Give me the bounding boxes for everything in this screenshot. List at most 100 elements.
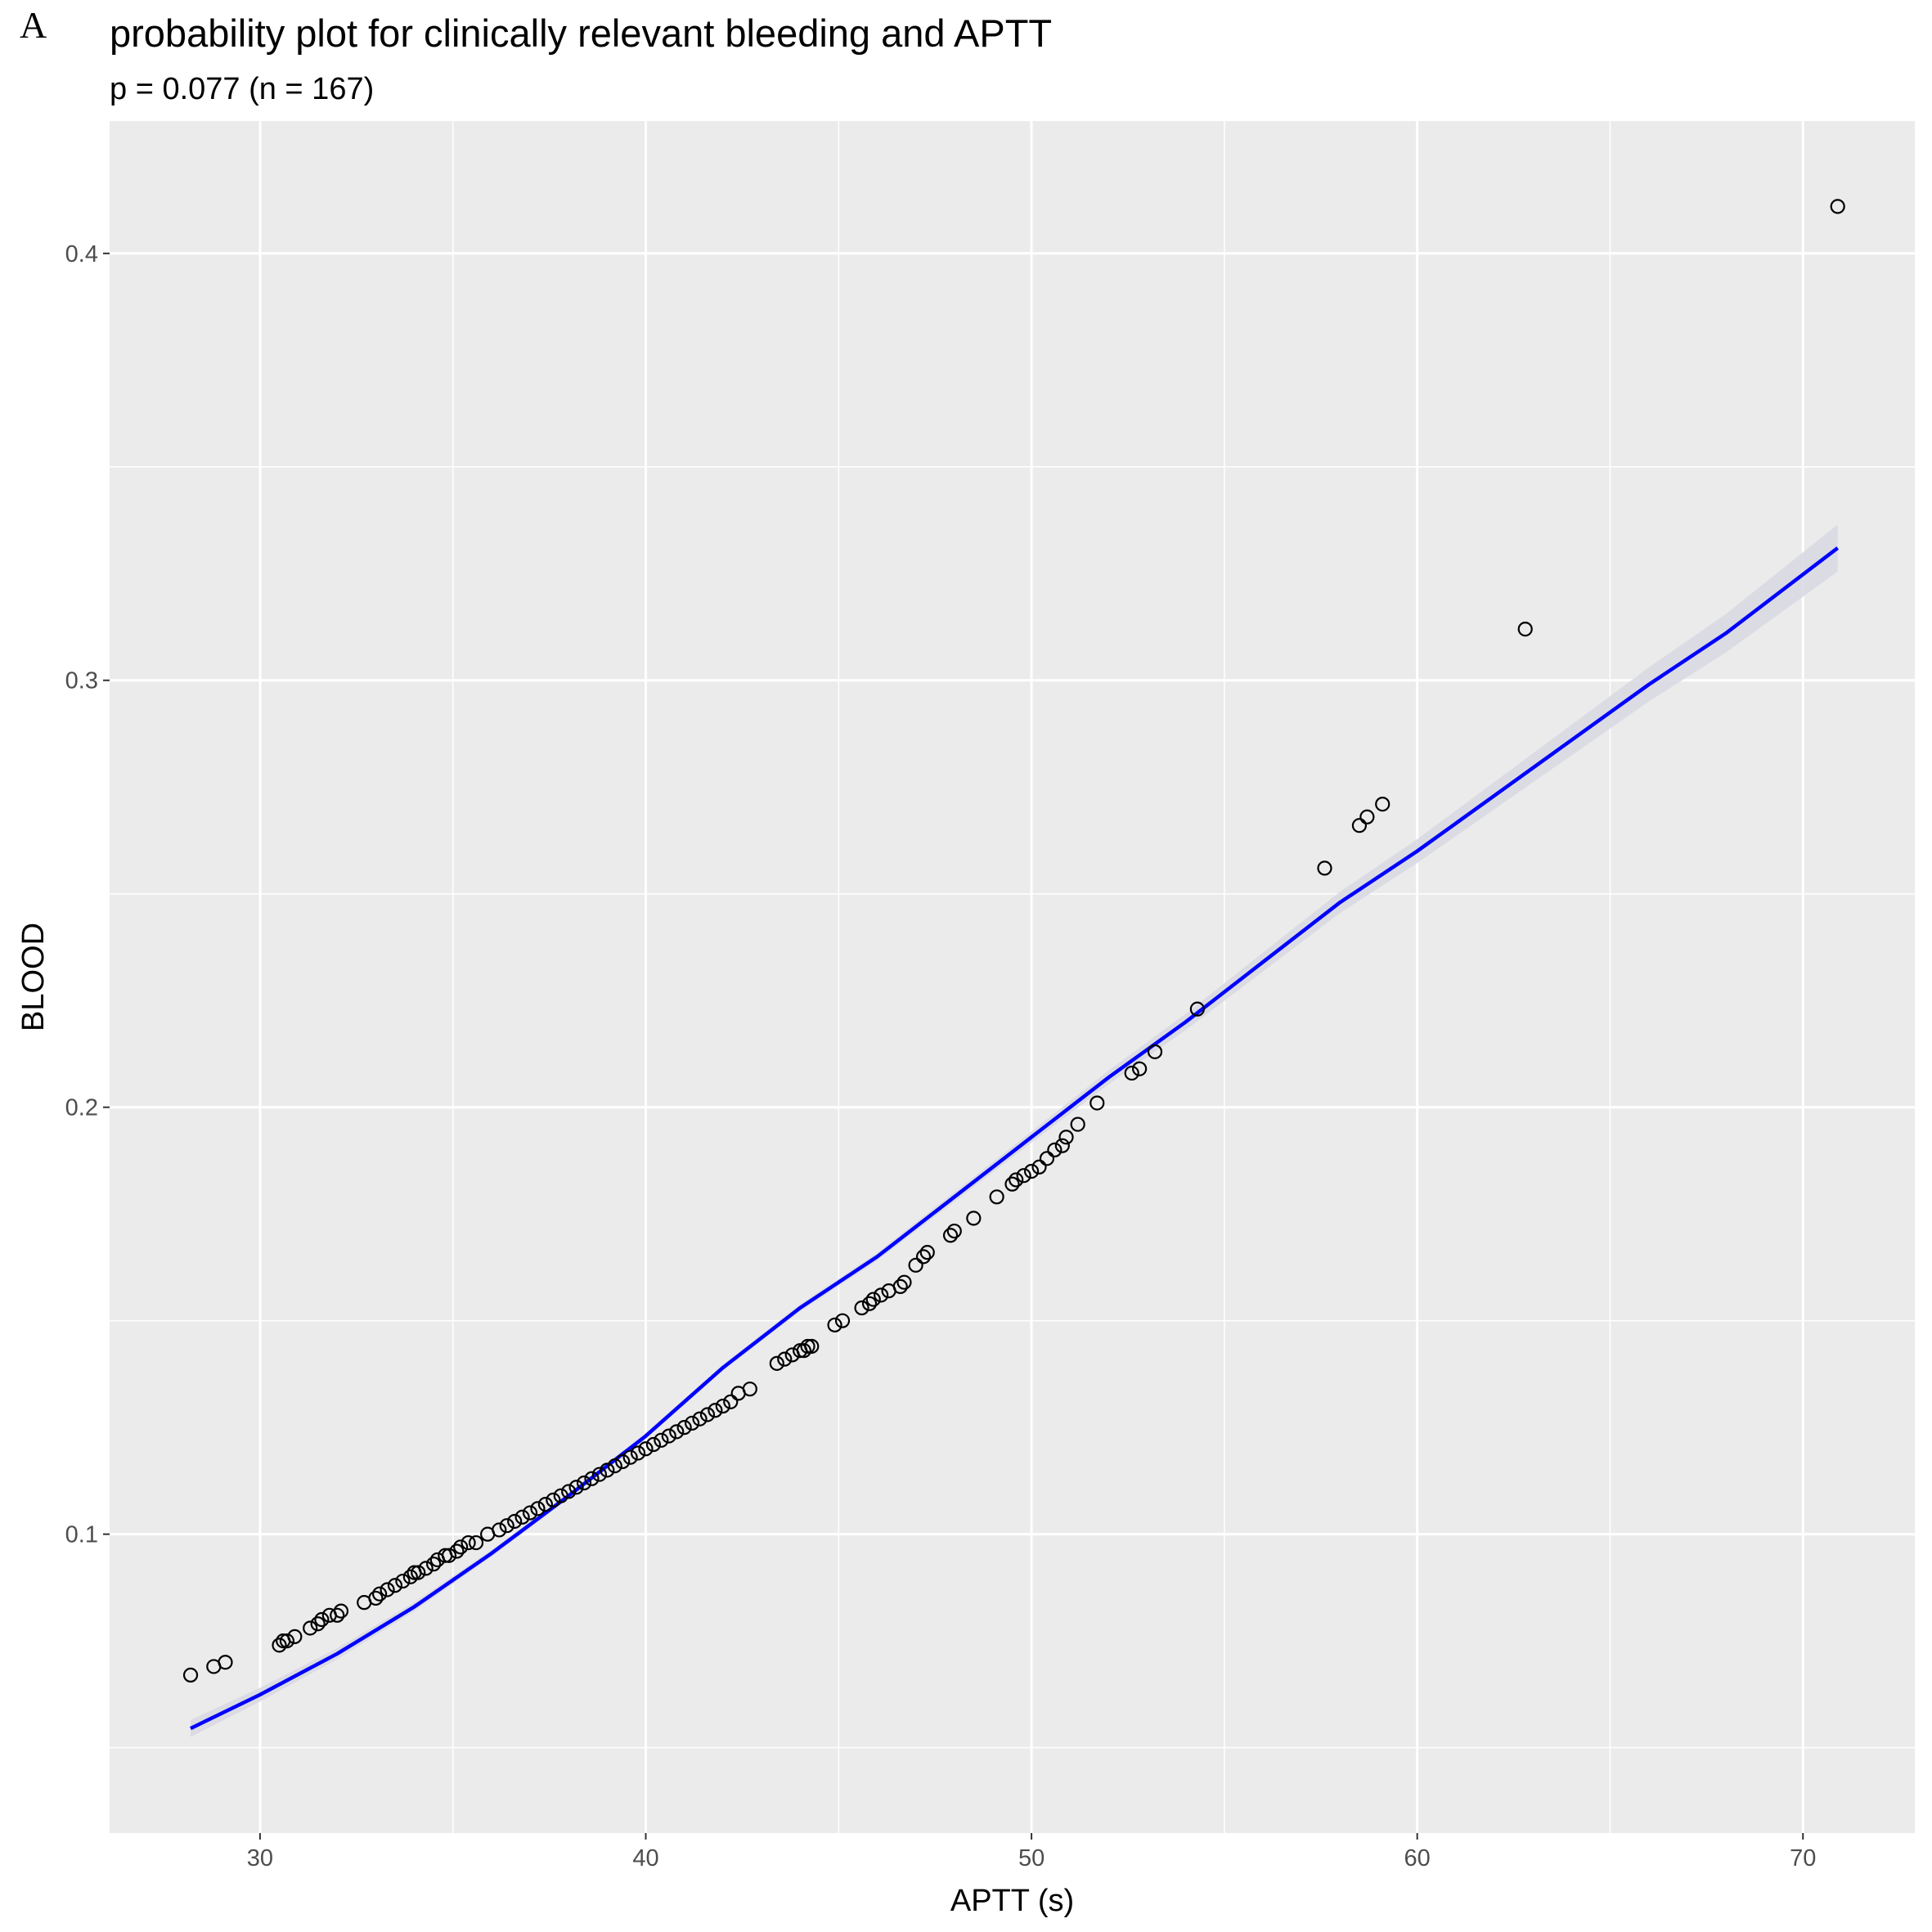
x-tick-label: 60 bbox=[1404, 1845, 1431, 1871]
data-point bbox=[568, 1480, 584, 1495]
data-point bbox=[287, 1629, 303, 1645]
data-point bbox=[537, 1497, 553, 1512]
panel-letter: A bbox=[20, 4, 47, 46]
data-point bbox=[426, 1557, 442, 1572]
data-point bbox=[402, 1569, 418, 1584]
data-point bbox=[330, 1607, 345, 1623]
data-point bbox=[314, 1611, 330, 1628]
data-point bbox=[607, 1458, 622, 1474]
data-point bbox=[715, 1398, 730, 1414]
data-point bbox=[333, 1603, 349, 1619]
data-point bbox=[1016, 1168, 1031, 1184]
data-point bbox=[834, 1313, 851, 1328]
y-axis-ticks: 0.1 0.2 0.3 0.4 bbox=[65, 241, 110, 1548]
data-point bbox=[1009, 1172, 1024, 1188]
data-point bbox=[1132, 1061, 1148, 1076]
minor-gridlines bbox=[110, 121, 1915, 1833]
data-point bbox=[530, 1501, 546, 1516]
data-point bbox=[1047, 1142, 1063, 1157]
data-point bbox=[942, 1228, 959, 1243]
data-point bbox=[723, 1394, 739, 1409]
data-point bbox=[272, 1638, 287, 1653]
data-point bbox=[684, 1415, 700, 1431]
data-point bbox=[418, 1561, 434, 1576]
data-point bbox=[676, 1420, 692, 1436]
data-point bbox=[522, 1505, 538, 1521]
fit-line bbox=[190, 546, 1840, 1731]
data-point bbox=[303, 1620, 318, 1636]
x-tick-label: 40 bbox=[632, 1845, 658, 1871]
data-point bbox=[645, 1436, 662, 1453]
x-axis-ticks: 30 40 50 60 70 bbox=[247, 1833, 1816, 1871]
data-point bbox=[546, 1492, 561, 1507]
data-points bbox=[182, 199, 1845, 1683]
data-point bbox=[919, 1245, 935, 1260]
data-point bbox=[861, 1296, 878, 1311]
data-point bbox=[915, 1249, 932, 1265]
data-point bbox=[946, 1223, 962, 1239]
data-point bbox=[966, 1211, 982, 1226]
data-point bbox=[865, 1292, 881, 1307]
data-point bbox=[507, 1513, 523, 1530]
data-point bbox=[1039, 1151, 1055, 1166]
data-point bbox=[1058, 1130, 1074, 1145]
y-tick-label: 0.1 bbox=[65, 1522, 98, 1548]
plot-panel bbox=[110, 121, 1915, 1833]
data-point bbox=[395, 1573, 411, 1589]
data-point bbox=[449, 1543, 465, 1559]
data-point bbox=[692, 1411, 708, 1427]
data-point bbox=[708, 1403, 723, 1418]
data-point bbox=[638, 1441, 654, 1457]
x-tick-label: 30 bbox=[247, 1845, 273, 1871]
data-point bbox=[622, 1449, 638, 1465]
data-point bbox=[699, 1407, 716, 1422]
data-point bbox=[1090, 1095, 1105, 1111]
data-point bbox=[908, 1257, 923, 1273]
data-point bbox=[492, 1522, 507, 1538]
data-point bbox=[499, 1518, 514, 1534]
data-point bbox=[1124, 1065, 1139, 1081]
data-point bbox=[553, 1488, 568, 1503]
chart-title: probability plot for clinically relevant… bbox=[110, 11, 1052, 55]
data-point bbox=[182, 1667, 199, 1683]
data-point bbox=[874, 1287, 889, 1303]
data-point bbox=[661, 1428, 676, 1444]
data-point bbox=[576, 1475, 592, 1491]
data-point bbox=[1375, 797, 1391, 812]
data-point bbox=[387, 1578, 403, 1593]
data-point bbox=[630, 1445, 646, 1461]
data-point bbox=[854, 1300, 869, 1316]
data-point bbox=[1054, 1138, 1070, 1153]
data-point bbox=[218, 1655, 233, 1670]
x-tick-label: 70 bbox=[1790, 1845, 1816, 1871]
data-point bbox=[827, 1317, 842, 1332]
data-point bbox=[742, 1382, 757, 1397]
data-point bbox=[1004, 1176, 1020, 1192]
x-axis-label: APTT (s) bbox=[950, 1884, 1074, 1918]
data-point bbox=[800, 1338, 815, 1355]
data-point bbox=[591, 1467, 608, 1482]
y-tick-label: 0.3 bbox=[65, 668, 98, 694]
data-point bbox=[461, 1534, 476, 1551]
data-point bbox=[1517, 622, 1533, 637]
data-point bbox=[1189, 1001, 1205, 1017]
data-point bbox=[600, 1462, 615, 1478]
y-tick-label: 0.2 bbox=[65, 1095, 98, 1121]
data-point bbox=[1023, 1163, 1040, 1179]
data-point bbox=[896, 1274, 912, 1290]
data-point bbox=[561, 1484, 577, 1499]
data-point bbox=[310, 1616, 326, 1632]
data-point bbox=[279, 1633, 295, 1649]
data-point bbox=[1070, 1117, 1085, 1132]
data-point bbox=[411, 1565, 426, 1580]
data-point bbox=[1359, 809, 1375, 824]
data-point bbox=[372, 1586, 388, 1602]
x-tick-label: 50 bbox=[1018, 1845, 1045, 1871]
data-point bbox=[1317, 860, 1332, 876]
chart-subtitle: p = 0.077 (n = 167) bbox=[110, 72, 374, 106]
data-point bbox=[453, 1539, 469, 1555]
data-point bbox=[669, 1424, 685, 1440]
data-point bbox=[892, 1278, 908, 1295]
data-point bbox=[804, 1338, 820, 1355]
